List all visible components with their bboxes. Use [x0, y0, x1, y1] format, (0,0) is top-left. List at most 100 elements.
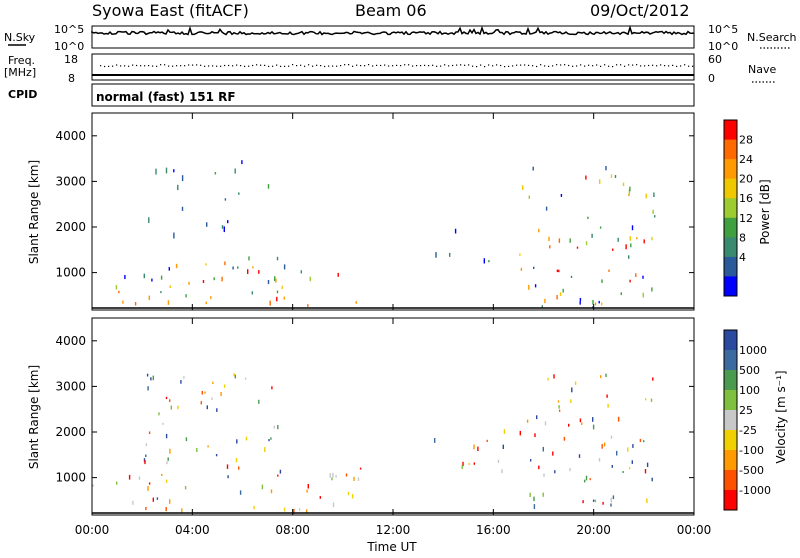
- echo-cell: [533, 266, 535, 269]
- nave-dot: [104, 65, 106, 68]
- nave-dot: [664, 65, 666, 67]
- echo-cell: [122, 300, 124, 304]
- echo-cell: [307, 484, 309, 489]
- echo-cell: [542, 446, 544, 452]
- echo-cell: [606, 394, 608, 398]
- nave-dot: [460, 64, 462, 66]
- echo-cell: [181, 206, 184, 211]
- freq-label: Freq.: [8, 54, 35, 67]
- nave-dot: [372, 65, 374, 67]
- echo-cell: [617, 416, 620, 422]
- echo-cell: [554, 470, 556, 474]
- cpid-label: CPID: [8, 88, 37, 101]
- echo-cell: [147, 486, 149, 491]
- echo-cell: [152, 375, 154, 381]
- echo-cell: [309, 276, 311, 282]
- nave-dot: [140, 65, 142, 67]
- echo-cell: [276, 296, 278, 302]
- echo-cell: [651, 477, 653, 482]
- nave-dot: [108, 65, 110, 67]
- echo-cell: [603, 442, 606, 447]
- echo-cell: [355, 301, 357, 304]
- colorbar-tick-label: 100: [739, 384, 760, 397]
- nave-dot: [448, 65, 450, 67]
- nave-dot: [380, 64, 382, 67]
- echo-cell: [629, 236, 631, 241]
- nave-dot: [488, 64, 490, 66]
- colorbar-frame: [723, 329, 738, 511]
- colorbar-band: [724, 178, 737, 199]
- y-tick-label: 2000: [55, 220, 86, 234]
- nave-dot: [472, 65, 474, 67]
- nave-dot: [432, 64, 434, 66]
- echo-cell: [200, 401, 202, 405]
- nave-dot: [516, 64, 518, 66]
- nave-dot: [632, 64, 634, 66]
- nave-dot: [496, 64, 498, 66]
- nave-dot: [300, 64, 302, 66]
- echo-cell: [162, 422, 164, 425]
- echo-cell: [601, 444, 603, 449]
- nave-dot: [196, 64, 198, 66]
- echo-cell: [306, 489, 308, 493]
- echo-cell: [223, 384, 226, 388]
- nave-dot: [344, 64, 346, 66]
- nave-dot: [688, 65, 690, 67]
- echo-cell: [650, 398, 653, 402]
- echo-cell: [587, 216, 589, 219]
- nave-dot: [180, 65, 182, 67]
- nave-dot: [584, 65, 586, 67]
- echo-cell: [592, 499, 595, 502]
- echo-cell: [167, 300, 170, 305]
- power-colorbar-label: Power [dB]: [758, 179, 772, 244]
- echo-cell: [244, 377, 247, 380]
- date-title: 09/Oct/2012: [590, 1, 690, 20]
- colorbar-tick-label: 20: [739, 173, 753, 186]
- nave-dot: [260, 64, 262, 66]
- colorbar-tick-label: 8: [739, 231, 746, 244]
- echo-cell: [261, 484, 264, 490]
- nsky-label: N.Sky: [4, 31, 36, 44]
- nave-dot: [476, 66, 478, 68]
- echo-cell: [165, 507, 167, 512]
- echo-cell: [610, 435, 613, 439]
- echo-cell: [520, 267, 523, 271]
- time-x-axis: 00:00 04:00 08:00 12:00 16:00 20:00 00:00: [75, 113, 711, 537]
- echo-cell: [501, 469, 503, 474]
- echo-cell: [610, 497, 612, 503]
- echo-cell: [558, 409, 561, 412]
- echo-cell: [283, 264, 286, 270]
- echo-cell: [128, 474, 131, 480]
- echo-cell: [234, 374, 236, 379]
- echo-cell: [183, 376, 185, 379]
- nave-dot: [560, 64, 562, 66]
- echo-cell: [530, 459, 532, 462]
- echo-cell: [574, 381, 577, 385]
- velocity-echo-layer: [92, 373, 694, 514]
- nave-dot: [640, 65, 642, 67]
- echo-cell: [600, 375, 602, 379]
- echo-cell: [642, 275, 644, 279]
- echo-cell: [614, 175, 617, 178]
- echo-cell: [454, 228, 457, 234]
- echo-cell: [559, 292, 562, 297]
- echo-cell: [132, 500, 134, 505]
- echo-cell: [652, 209, 654, 214]
- nave-dot: [116, 64, 118, 66]
- nave-dot: [184, 65, 186, 67]
- nsky-line: [91, 25, 695, 36]
- echo-cell: [585, 475, 588, 481]
- echo-cell: [636, 237, 638, 240]
- echo-cell: [502, 444, 504, 449]
- echo-cell: [576, 246, 579, 249]
- colorbar-tick-label: -1000: [739, 484, 771, 497]
- echo-cell: [211, 397, 213, 400]
- echo-cell: [283, 507, 286, 512]
- echo-cell: [173, 232, 175, 239]
- nave-dot: [660, 64, 662, 66]
- echo-cell: [599, 179, 601, 184]
- echo-cell: [642, 292, 644, 298]
- echo-cell: [277, 425, 279, 430]
- echo-cell: [558, 269, 560, 273]
- colorbar-band: [724, 217, 737, 238]
